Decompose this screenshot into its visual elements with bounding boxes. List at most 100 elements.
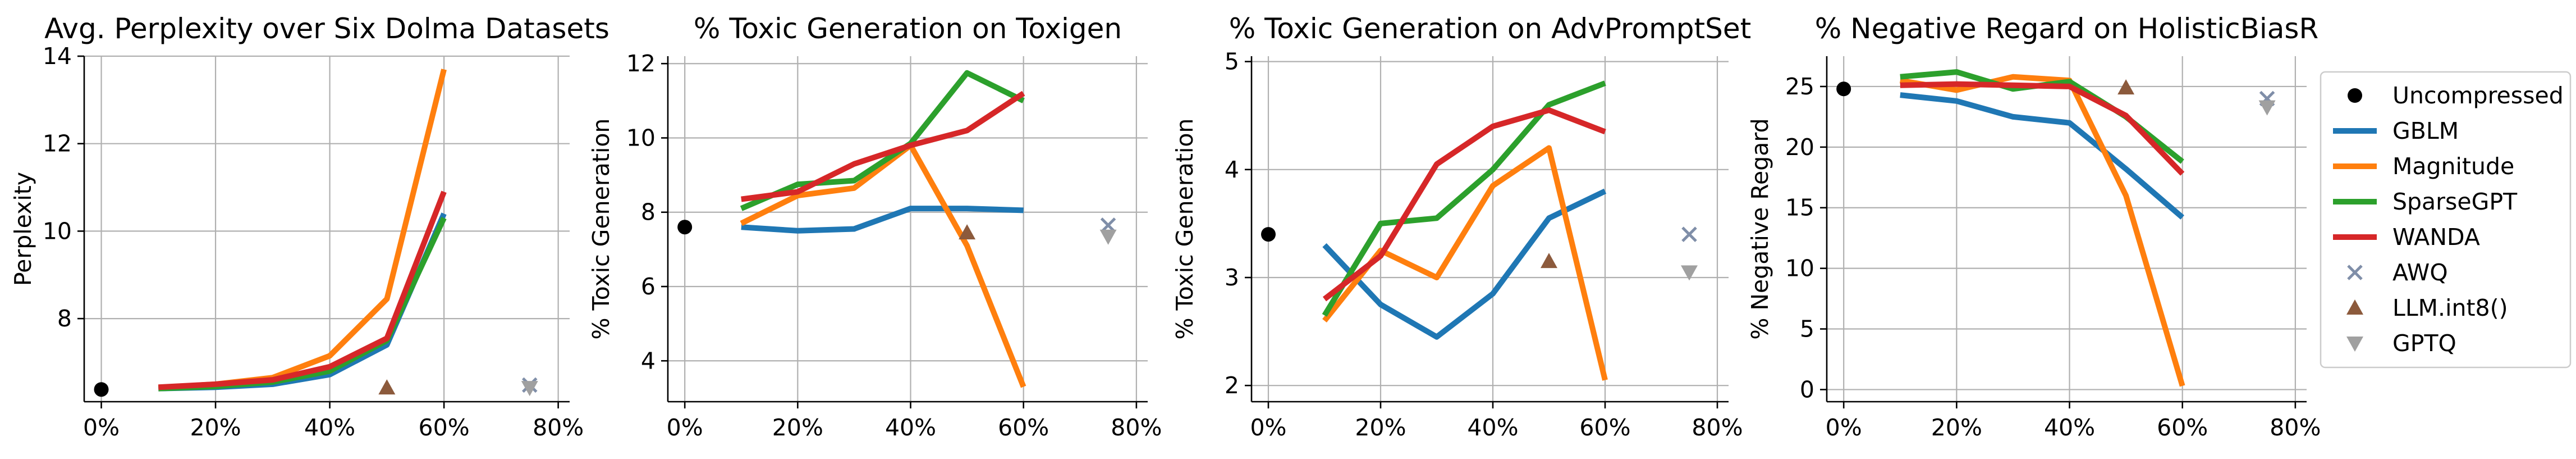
y-tick-label: 25 <box>1785 73 1814 100</box>
y-tick-label: 12 <box>626 50 656 77</box>
y-tick-label: 4 <box>1225 156 1239 183</box>
y-tick-label: 0 <box>1800 376 1814 403</box>
chart-panel-4: 0% 20% 40% 60% 80% 0 5 10 15 20 25 % Negative Regar… <box>1747 12 2321 441</box>
point-llm-int8 <box>959 224 976 240</box>
y-tick-label: 15 <box>1785 194 1814 221</box>
legend-item-llm-int8-marker <box>2346 299 2363 315</box>
series-line-wanda <box>1322 107 1606 302</box>
legend: Uncompressed GBLM Magnitude SparseGPT WANDA A… <box>2320 71 2572 369</box>
point-gptq <box>1681 265 1698 281</box>
legend-item-gblm: GBLM <box>2333 117 2459 144</box>
x-tick-label: 20% <box>1355 414 1406 441</box>
point-awq-stroke-b <box>1681 226 1697 242</box>
y-tick-label: 8 <box>57 305 72 332</box>
point-uncompressed <box>677 220 693 235</box>
x-tick-label: 0% <box>1826 414 1862 441</box>
y-axis-label: Perplexity <box>10 172 36 286</box>
x-tick-label: 80% <box>1111 414 1162 441</box>
x-tick-label: 20% <box>190 414 241 441</box>
legend-item-gptq-marker <box>2346 337 2363 352</box>
x-tick-label: 60% <box>2157 414 2208 441</box>
point-llm-int8 <box>2117 79 2135 95</box>
x-tick-label: 20% <box>772 414 823 441</box>
x-tick-label: 60% <box>419 414 470 441</box>
x-tick-label: 40% <box>304 414 355 441</box>
x-tick-label: 60% <box>1579 414 1630 441</box>
legend-item-awq-marker <box>2347 265 2363 280</box>
y-tick-label: 3 <box>1225 264 1239 291</box>
series-line-magnitude <box>1899 74 2185 387</box>
legend-item-awq-marker-stroke-b <box>2347 265 2363 280</box>
series-line-magnitude <box>740 142 1026 388</box>
legend-item-uncompressed-marker <box>2348 88 2362 103</box>
point-gptq <box>521 381 538 397</box>
x-tick-label: 40% <box>2044 414 2095 441</box>
y-tick-label: 5 <box>1225 48 1239 75</box>
chart-title: Avg. Perplexity over Six Dolma Datasets <box>44 12 609 45</box>
point-llm-int8 <box>378 379 396 395</box>
x-tick-label: 0% <box>667 414 703 441</box>
legend-item-sparsegpt: SparseGPT <box>2333 188 2518 215</box>
legend-item-awq-label: AWQ <box>2392 259 2448 286</box>
x-tick-label: 60% <box>998 414 1049 441</box>
series-line-sparsegpt <box>740 70 1025 211</box>
chart-title: % Negative Regard on HolisticBiasR <box>1815 12 2318 45</box>
chart-title: % Toxic Generation on AdvPromptSet <box>1229 12 1752 45</box>
y-tick-label: 5 <box>1800 316 1814 343</box>
series-line-wanda <box>1900 81 2185 176</box>
x-tick-label: 40% <box>1467 414 1518 441</box>
series-line-gblm <box>1900 92 2184 220</box>
legend-item-gblm-label: GBLM <box>2392 117 2459 144</box>
y-tick-label: 12 <box>43 130 72 157</box>
legend-item-awq: AWQ <box>2347 259 2448 286</box>
x-tick-label: 80% <box>533 414 584 441</box>
x-tick-label: 40% <box>885 414 936 441</box>
y-tick-label: 20 <box>1785 134 1814 161</box>
series-line-gblm <box>741 206 1024 234</box>
x-tick-label: 0% <box>83 414 120 441</box>
chart-panel-3: 0% 20% 40% 60% 80% 2 3 4 5 % Toxic Generation % To… <box>1171 12 1751 441</box>
legend-item-wanda-label: WANDA <box>2392 224 2480 251</box>
legend-frame <box>2320 71 2572 369</box>
series-line-magnitude <box>158 69 447 391</box>
legend-item-uncompressed-label: Uncompressed <box>2392 82 2564 109</box>
legend-item-gptq: GPTQ <box>2346 330 2456 357</box>
series-line-wanda <box>158 190 447 390</box>
legend-item-gptq-label: GPTQ <box>2392 330 2456 357</box>
y-axis-label: % Toxic Generation <box>1171 119 1198 340</box>
chart-panel-2: 0% 20% 40% 60% 80% 4 6 8 10 12 % Toxic Generation%… <box>588 12 1162 441</box>
y-tick-label: 2 <box>1225 372 1239 399</box>
point-uncompressed <box>1261 227 1276 242</box>
y-tick-label: 10 <box>1785 255 1814 282</box>
point-awq <box>1681 226 1697 242</box>
y-tick-label: 8 <box>641 199 656 226</box>
point-gptq <box>2258 100 2276 116</box>
legend-item-magnitude-label: Magnitude <box>2392 153 2514 180</box>
series-line-gblm <box>1322 188 1607 340</box>
legend-item-llm-int8: LLM.int8() <box>2346 294 2508 321</box>
series-line-wanda <box>741 90 1025 202</box>
x-tick-label: 20% <box>1931 414 1982 441</box>
point-gptq <box>1099 229 1117 245</box>
y-axis-label: % Toxic Generation <box>588 119 615 340</box>
y-tick-label: 10 <box>626 124 656 151</box>
point-uncompressed <box>1836 81 1851 97</box>
legend-item-magnitude: Magnitude <box>2333 153 2514 180</box>
y-tick-label: 14 <box>43 43 72 70</box>
legend-item-sparsegpt-label: SparseGPT <box>2392 188 2518 215</box>
y-axis-label: % Negative Regard <box>1747 118 1773 339</box>
chart-panel-1: 0% 20% 40% 60% 80% 8 10 12 14 Perplexity Avg. Perp… <box>10 12 609 441</box>
legend-item-wanda: WANDA <box>2333 224 2480 251</box>
y-tick-label: 6 <box>641 273 656 300</box>
y-tick-label: 4 <box>641 347 656 374</box>
legend-item-llm-int8-label: LLM.int8() <box>2392 294 2508 321</box>
x-tick-label: 0% <box>1250 414 1286 441</box>
y-tick-label: 10 <box>43 217 72 244</box>
series-line-sparsegpt <box>1322 80 1606 317</box>
point-llm-int8 <box>1541 253 1557 269</box>
chart-title: % Toxic Generation on Toxigen <box>694 12 1122 45</box>
legend-item-uncompressed: Uncompressed <box>2348 82 2564 109</box>
point-uncompressed <box>94 382 109 397</box>
x-tick-label: 80% <box>2270 414 2321 441</box>
